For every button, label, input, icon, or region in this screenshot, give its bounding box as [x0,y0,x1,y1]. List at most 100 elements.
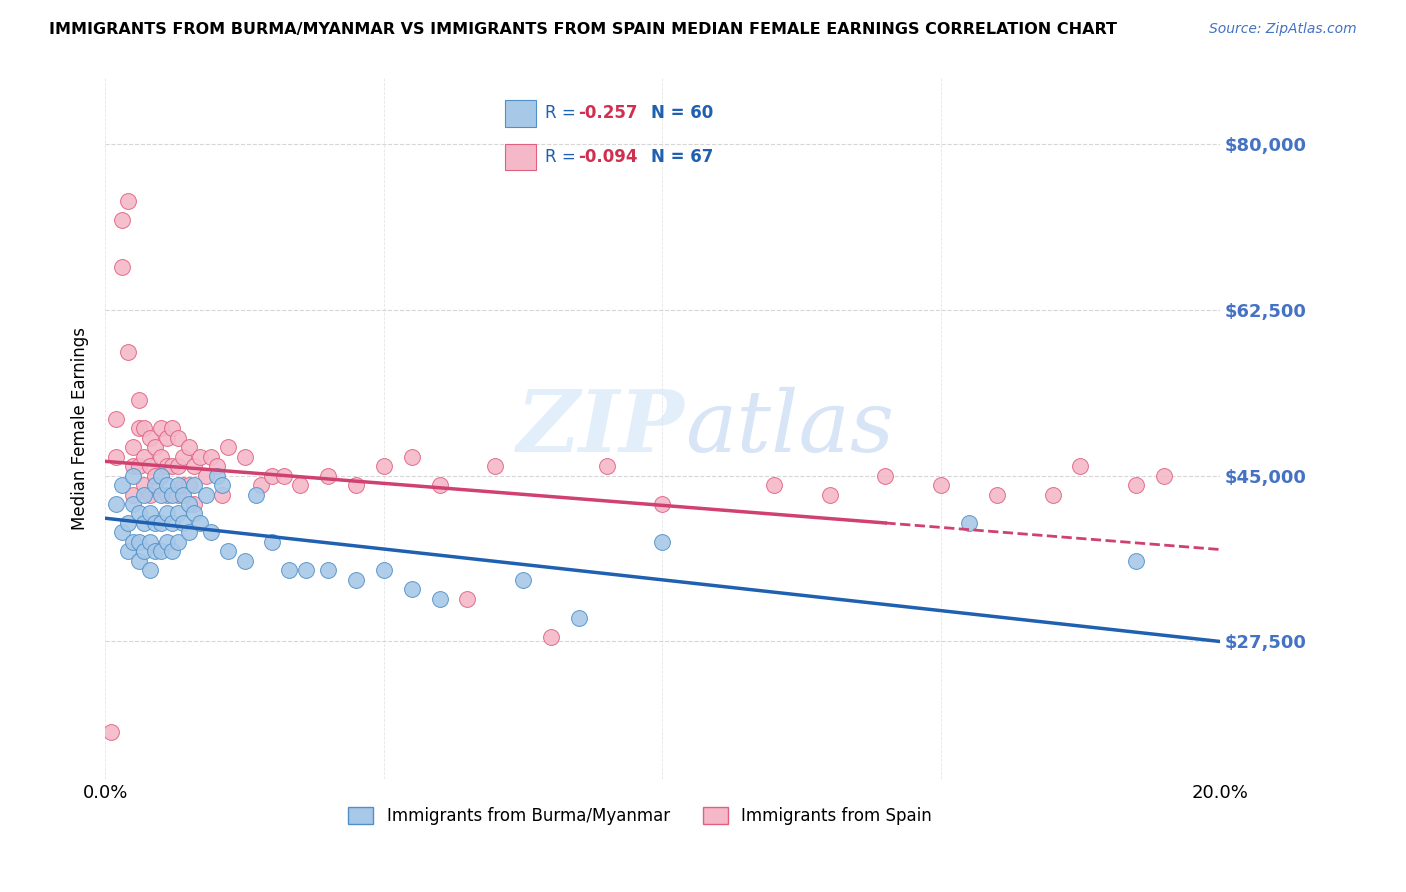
Point [100,724,122,739]
Point [183,507,205,521]
Point [540,630,562,644]
Point [149,450,172,464]
Point [596,459,619,474]
Point [217,440,239,454]
Point [177,478,200,492]
Point [155,507,177,521]
Point [155,487,177,501]
Point [128,392,150,407]
Point [134,421,156,435]
Point [122,440,145,454]
Point [139,507,162,521]
Point [957,516,980,530]
Point [145,544,167,558]
Point [128,421,150,435]
Point [1125,478,1147,492]
Point [139,487,162,501]
Point [166,535,188,549]
Point [111,212,134,227]
Point [262,535,284,549]
Point [166,478,188,492]
Point [155,431,177,445]
Point [166,507,188,521]
Point [875,468,897,483]
Point [145,440,167,454]
Point [111,260,134,274]
Point [172,478,194,492]
Point [139,431,162,445]
Point [117,194,139,208]
Point [139,535,162,549]
Point [429,478,451,492]
Point [316,563,339,577]
Point [512,573,534,587]
Point [217,544,239,558]
Point [166,487,188,501]
Point [177,440,200,454]
Point [1069,459,1091,474]
Point [183,459,205,474]
Point [295,563,318,577]
Point [262,468,284,483]
Point [134,478,156,492]
Point [160,459,183,474]
Point [122,468,145,483]
Point [166,459,188,474]
Point [149,421,172,435]
Point [205,468,228,483]
Point [160,421,183,435]
Point [145,478,167,492]
Point [211,487,233,501]
Point [155,478,177,492]
Point [155,459,177,474]
Text: ZIP: ZIP [517,386,685,470]
Point [651,497,673,511]
Point [172,516,194,530]
Point [188,450,211,464]
Point [149,468,172,483]
Point [278,563,301,577]
Point [233,554,256,568]
Point [762,478,785,492]
Point [122,487,145,501]
Point [134,450,156,464]
Point [188,516,211,530]
Point [1125,554,1147,568]
Point [117,544,139,558]
Point [117,345,139,359]
Point [177,525,200,540]
Point [568,611,591,625]
Point [1153,468,1175,483]
Point [149,487,172,501]
Point [149,516,172,530]
Point [245,487,267,501]
Point [128,459,150,474]
Point [250,478,273,492]
Point [160,487,183,501]
Point [145,468,167,483]
Point [429,591,451,606]
Point [155,535,177,549]
Point [149,544,172,558]
Point [128,507,150,521]
Point [211,478,233,492]
Point [205,459,228,474]
Point [651,535,673,549]
Point [111,478,134,492]
Point [194,468,217,483]
Text: IMMIGRANTS FROM BURMA/MYANMAR VS IMMIGRANTS FROM SPAIN MEDIAN FEMALE EARNINGS CO: IMMIGRANTS FROM BURMA/MYANMAR VS IMMIGRA… [49,22,1118,37]
Point [128,554,150,568]
Point [484,459,506,474]
Point [177,497,200,511]
Point [122,535,145,549]
Point [986,487,1008,501]
Point [401,450,423,464]
Point [273,468,295,483]
Point [117,516,139,530]
Point [373,459,395,474]
Point [128,535,150,549]
Point [200,450,222,464]
Point [183,497,205,511]
Point [105,497,128,511]
Point [122,459,145,474]
